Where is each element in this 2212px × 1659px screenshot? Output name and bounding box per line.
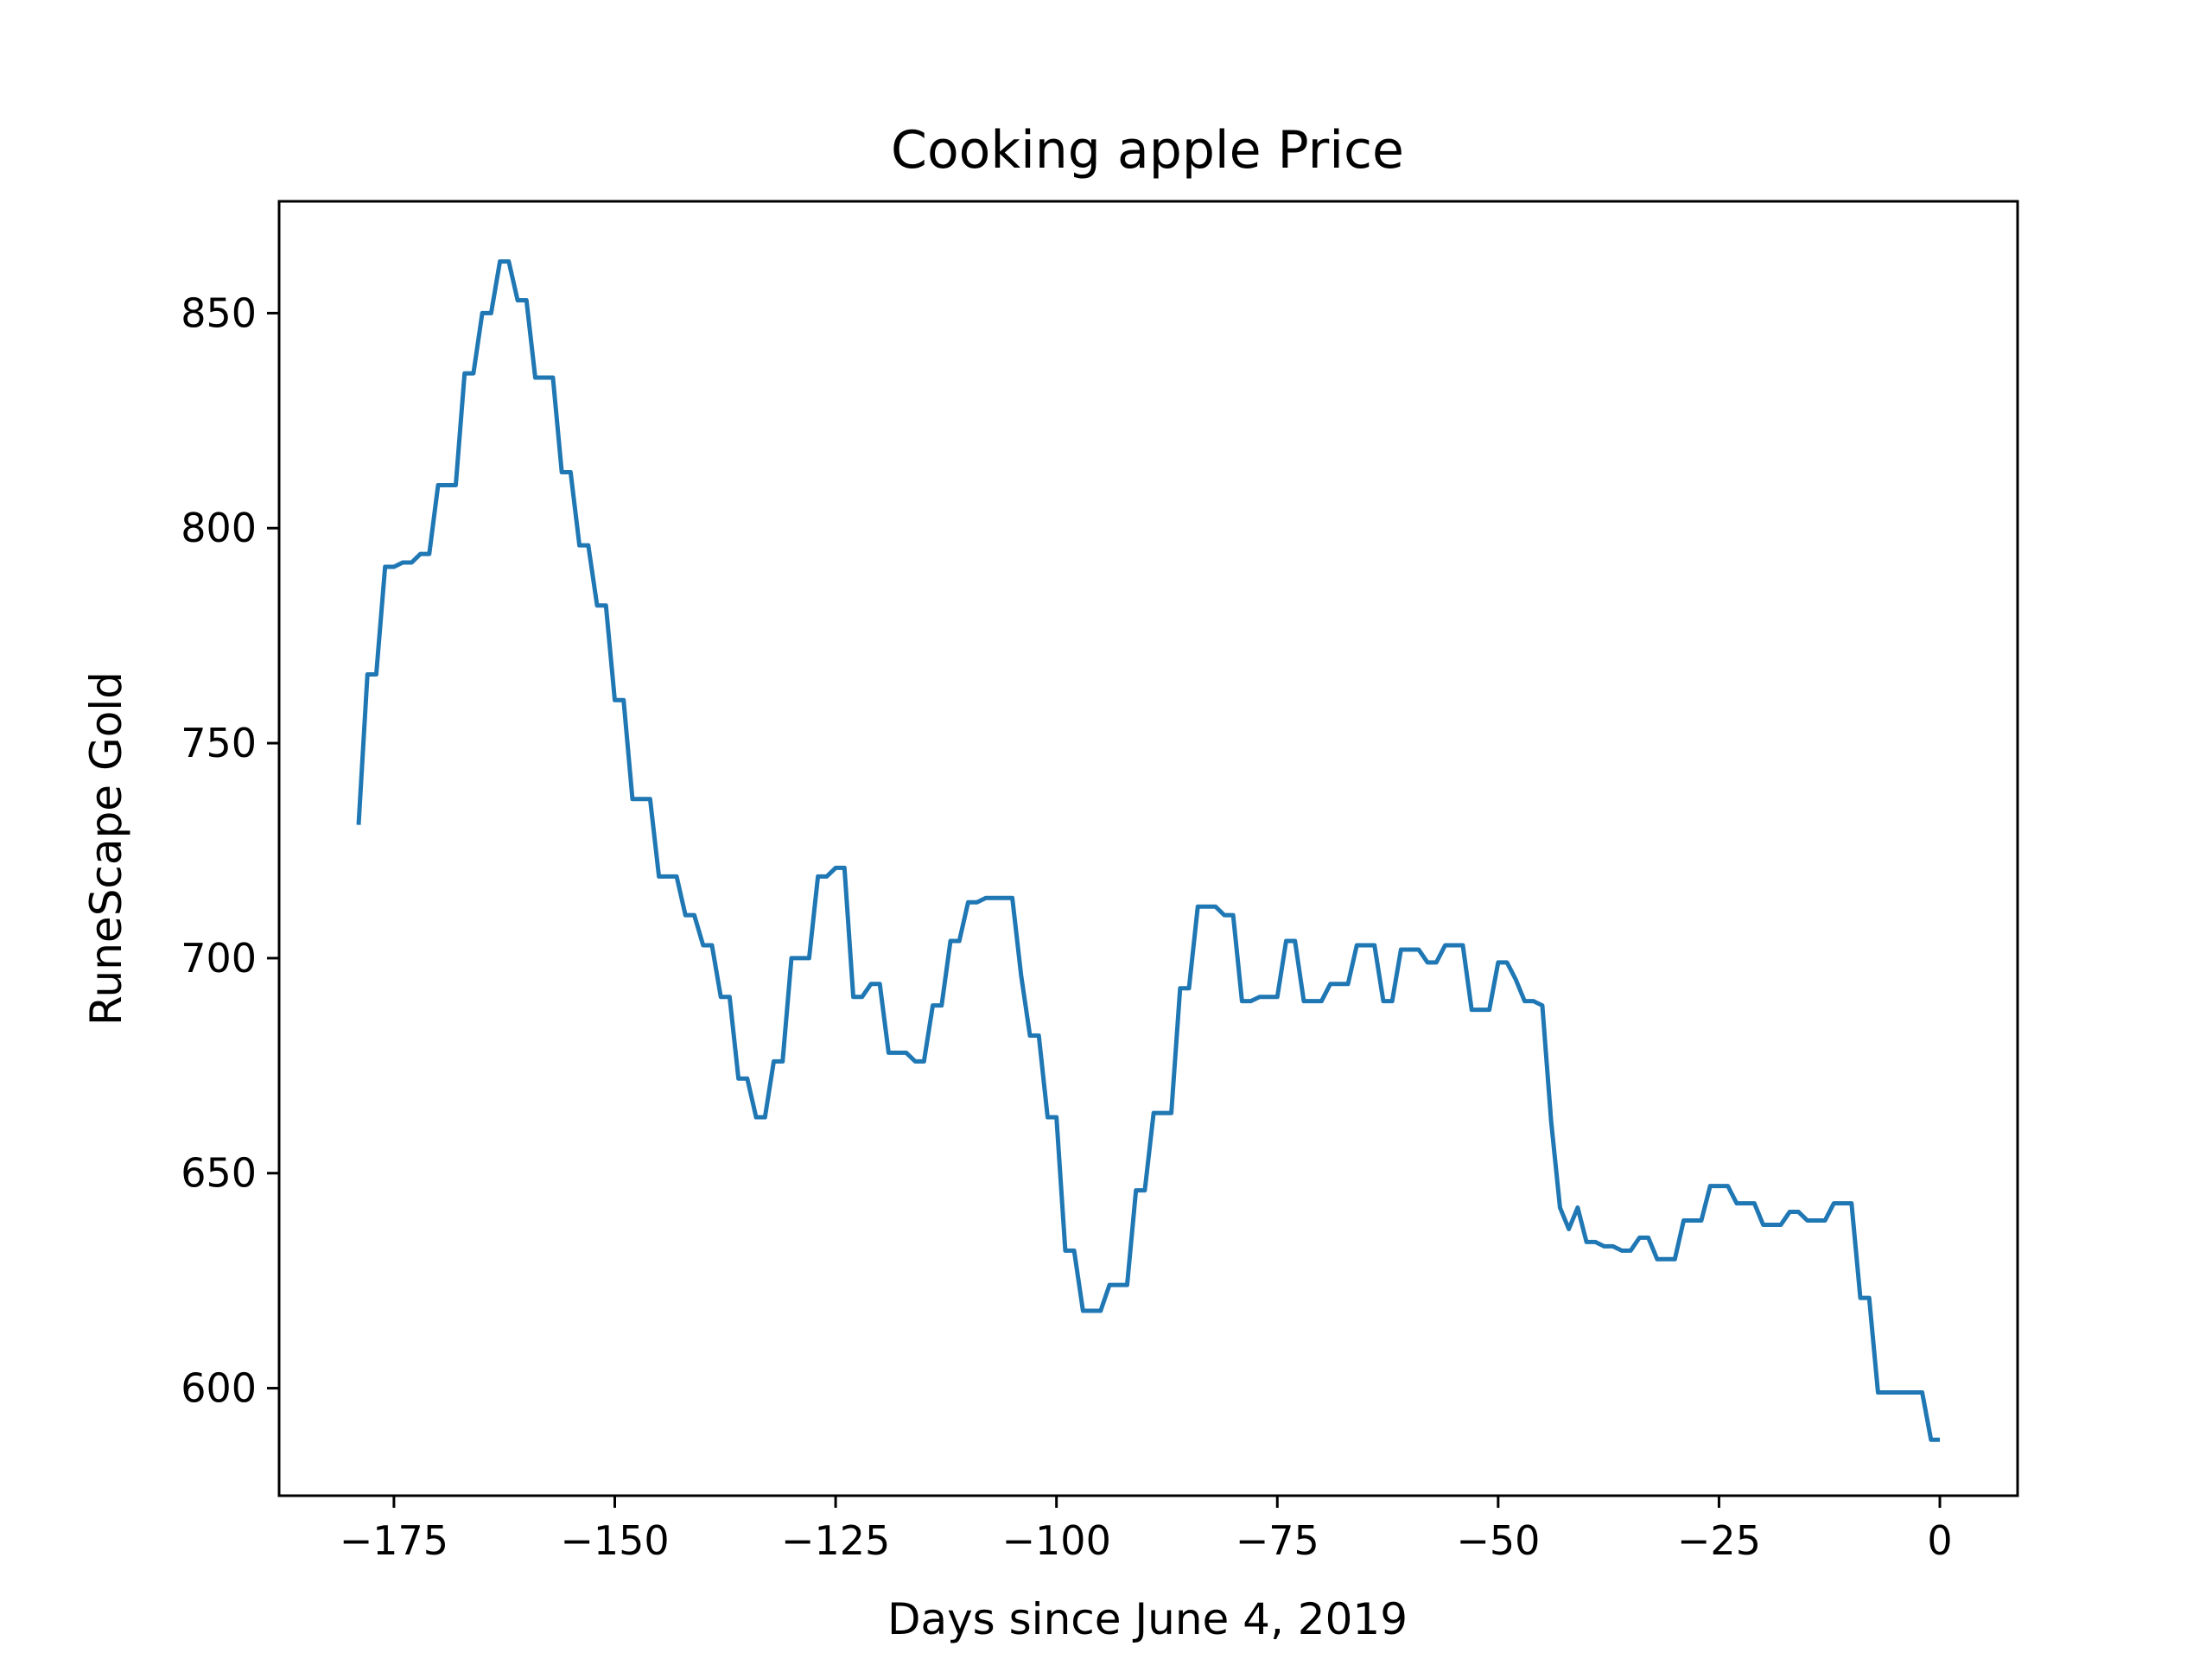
y-axis-label: RuneScape Gold <box>81 671 131 1026</box>
x-tick-label: 0 <box>1927 1517 1952 1564</box>
y-tick-label: 650 <box>181 1150 257 1197</box>
y-tick-label: 700 <box>181 935 257 982</box>
x-axis-label: Days since June 4, 2019 <box>887 1594 1408 1644</box>
y-tick-label: 850 <box>181 289 257 336</box>
y-tick-label: 600 <box>181 1365 257 1412</box>
x-tick-label: −25 <box>1677 1517 1761 1564</box>
y-tick-label: 750 <box>181 720 257 766</box>
price-line <box>356 259 1941 1442</box>
x-tick-label: −175 <box>340 1517 448 1564</box>
x-tick-label: −75 <box>1236 1517 1319 1564</box>
x-axis: −175 −150 −125 −100 −75 −50 −25 0 <box>340 1496 1953 1564</box>
chart-title: Cooking apple Price <box>891 120 1404 181</box>
y-tick-label: 800 <box>181 505 257 551</box>
plot-area <box>277 200 2019 1497</box>
x-tick-label: −125 <box>781 1517 890 1564</box>
x-tick-label: −100 <box>1002 1517 1111 1564</box>
x-tick-label: −150 <box>560 1517 669 1564</box>
y-axis: 600 650 700 750 800 850 <box>181 289 279 1412</box>
x-tick-label: −50 <box>1456 1517 1540 1564</box>
